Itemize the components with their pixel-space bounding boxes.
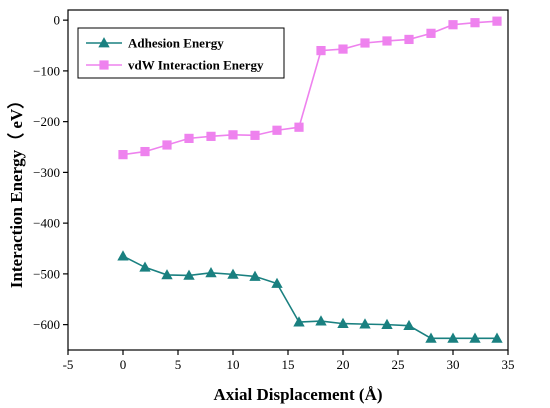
data-point	[205, 267, 217, 278]
data-point	[271, 277, 283, 288]
data-point	[491, 332, 503, 343]
data-point	[184, 133, 194, 143]
data-point	[492, 16, 502, 26]
x-axis: -5 0 5 10 15 20 25 30 35	[63, 350, 515, 372]
data-point	[118, 150, 128, 160]
data-point	[206, 131, 216, 141]
data-point	[403, 319, 415, 331]
y-axis-title: Interaction Energy（ eV）	[6, 92, 26, 288]
data-point	[183, 269, 195, 280]
data-point	[448, 20, 458, 30]
series-layer	[117, 16, 503, 343]
y-tick-label: −300	[33, 165, 60, 180]
x-tick-label: -5	[63, 357, 74, 372]
data-point	[249, 270, 261, 281]
y-tick-label: −200	[33, 114, 60, 129]
legend-swatch-marker	[98, 37, 110, 48]
data-point	[360, 38, 370, 48]
x-tick-label: 5	[175, 357, 182, 372]
legend: Adhesion Energy vdW Interaction Energy	[77, 27, 285, 79]
data-point	[426, 28, 436, 38]
y-tick-label: −600	[33, 317, 60, 332]
data-point	[469, 332, 481, 343]
legend-swatch-marker	[99, 60, 109, 70]
series-vdw-interaction-energy	[118, 16, 502, 160]
data-point	[117, 250, 129, 261]
data-point	[140, 146, 150, 157]
x-tick-label: 10	[227, 357, 240, 372]
series-line	[122, 255, 497, 340]
data-point	[272, 125, 282, 135]
x-tick-label: 15	[282, 357, 295, 372]
y-tick-label: −100	[33, 63, 60, 78]
y-axis: −600 −500 −400 −300 −200 −100 0	[33, 13, 68, 332]
data-point	[381, 318, 393, 330]
data-point	[228, 130, 238, 140]
data-point	[338, 44, 348, 54]
data-point	[315, 315, 327, 326]
data-point	[250, 130, 260, 140]
data-point	[425, 332, 437, 343]
data-point	[404, 34, 414, 45]
data-point	[316, 45, 326, 56]
data-point	[161, 269, 173, 280]
legend-box	[77, 27, 285, 79]
x-tick-label: 35	[502, 357, 515, 372]
data-point	[293, 316, 305, 327]
series-adhesion-energy	[117, 250, 503, 343]
y-tick-label: −500	[33, 266, 60, 281]
legend-entry-label: Adhesion Energy	[128, 36, 224, 51]
y-tick-label: 0	[54, 13, 61, 28]
y-tick-label: −400	[33, 216, 60, 231]
data-point	[382, 36, 392, 46]
x-tick-label: 0	[120, 357, 127, 372]
x-tick-label: 20	[337, 357, 350, 372]
data-point	[294, 122, 304, 132]
data-point	[139, 261, 151, 272]
x-tick-label: 30	[447, 357, 460, 372]
x-tick-label: 25	[392, 357, 405, 372]
data-point	[470, 18, 480, 28]
data-point	[359, 318, 371, 329]
x-axis-title: Axial Displacement (Å)	[213, 385, 382, 404]
legend-entry-label: vdW Interaction Energy	[128, 58, 264, 73]
data-point	[337, 317, 349, 329]
data-point	[227, 268, 239, 279]
data-point	[447, 332, 459, 343]
data-point	[162, 140, 172, 150]
